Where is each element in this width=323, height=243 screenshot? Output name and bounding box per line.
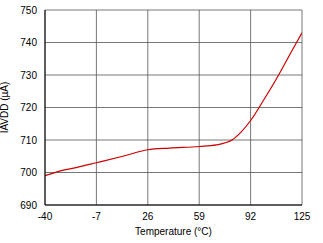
svg-text:Temperature (°C): Temperature (°C) [135,226,212,237]
svg-text:26: 26 [142,211,154,222]
svg-text:740: 740 [20,37,37,48]
svg-text:720: 720 [20,102,37,113]
svg-text:730: 730 [20,70,37,81]
svg-text:700: 700 [20,167,37,178]
svg-text:-7: -7 [92,211,101,222]
svg-text:IAVDD (µA): IAVDD (µA) [8,82,10,134]
svg-text:92: 92 [245,211,257,222]
svg-text:-40: -40 [38,211,53,222]
svg-text:59: 59 [194,211,206,222]
svg-text:125: 125 [294,211,311,222]
svg-text:750: 750 [20,5,37,16]
svg-text:710: 710 [20,135,37,146]
svg-text:690: 690 [20,200,37,211]
